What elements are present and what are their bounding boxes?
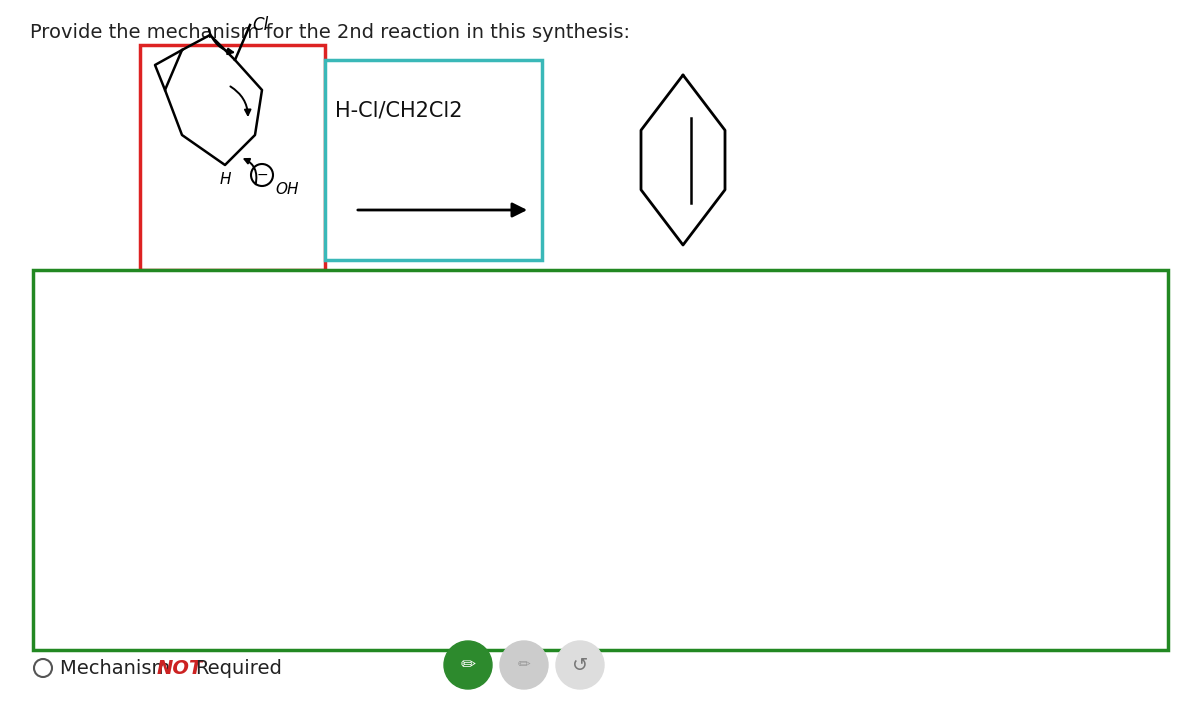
Bar bbox=[34, 270, 1168, 650]
Text: H: H bbox=[220, 172, 230, 188]
Text: Mechanism: Mechanism bbox=[60, 659, 176, 678]
Circle shape bbox=[444, 641, 492, 689]
Text: ✏: ✏ bbox=[517, 657, 530, 673]
Bar bbox=[325, 60, 542, 260]
Circle shape bbox=[500, 641, 548, 689]
Text: NOT: NOT bbox=[157, 659, 203, 678]
Circle shape bbox=[556, 641, 604, 689]
Text: Cl: Cl bbox=[252, 16, 269, 34]
Text: ✏: ✏ bbox=[461, 656, 475, 674]
Text: ↺: ↺ bbox=[572, 655, 588, 674]
Text: −: − bbox=[256, 168, 268, 182]
Text: OH: OH bbox=[275, 183, 299, 198]
Text: Required: Required bbox=[194, 659, 282, 678]
Text: H-Cl/CH2Cl2: H-Cl/CH2Cl2 bbox=[335, 100, 462, 120]
Text: Provide the mechanism for the 2nd reaction in this synthesis:: Provide the mechanism for the 2nd reacti… bbox=[30, 23, 630, 42]
Bar bbox=[140, 45, 325, 270]
